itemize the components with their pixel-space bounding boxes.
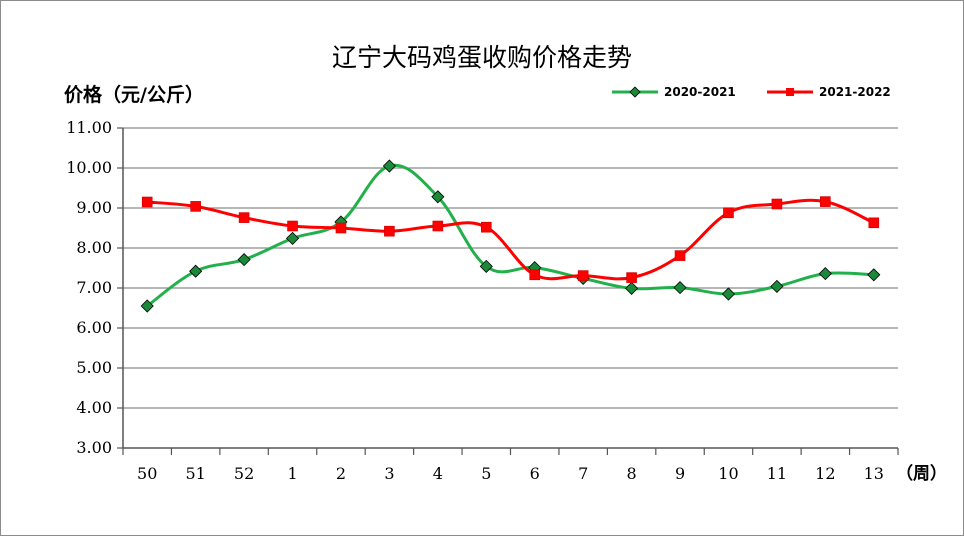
y-tick-label: 9.00	[76, 198, 112, 217]
data-point-series-1	[189, 264, 203, 278]
y-tick-label: 10.00	[66, 158, 112, 177]
data-point-series-2	[723, 207, 734, 219]
series-line-2	[147, 198, 875, 281]
x-tick-label: 8	[627, 464, 637, 483]
data-point-series-1	[382, 159, 396, 173]
data-point-series-2	[577, 270, 589, 281]
chart-title: 辽宁大码鸡蛋收购价格走势	[331, 43, 632, 72]
x-tick-label: 1	[287, 464, 297, 483]
x-tick-label: 7	[578, 464, 588, 483]
data-point-series-2	[868, 217, 880, 229]
data-point-series-2	[384, 225, 395, 237]
x-tick-label: 4	[433, 464, 443, 483]
data-point-series-1	[721, 287, 736, 301]
x-tick-label: 52	[234, 464, 254, 483]
x-tick-label: 10	[718, 464, 738, 483]
data-point-series-1	[673, 281, 687, 295]
data-point-series-1	[140, 299, 154, 313]
y-tick-label: 3.00	[76, 438, 112, 457]
x-tick-label: 9	[675, 464, 685, 483]
y-tick-label: 11.00	[66, 118, 112, 137]
y-tick-label: 7.00	[76, 278, 112, 297]
legend-label-series-1: 2020-2021	[664, 85, 736, 99]
data-point-series-2	[238, 212, 250, 223]
x-tick-label: 50	[137, 464, 157, 483]
series-line-1	[146, 163, 874, 308]
x-axis-unit-label: （周）	[896, 464, 947, 484]
y-tick-label: 5.00	[76, 358, 112, 377]
x-tick-label: 12	[815, 464, 835, 483]
data-point-series-1	[237, 253, 251, 267]
data-point-series-2	[480, 221, 492, 233]
data-point-series-2	[674, 250, 686, 261]
x-tick-label: 5	[481, 464, 491, 483]
data-point-series-2	[432, 220, 444, 232]
data-point-series-1	[867, 268, 881, 282]
data-point-series-2	[771, 198, 783, 210]
data-point-series-1	[625, 281, 639, 295]
data-point-series-1	[479, 259, 493, 273]
data-point-series-2	[529, 269, 541, 281]
data-point-series-1	[770, 279, 784, 293]
y-tick-label: 4.00	[76, 398, 112, 417]
legend-swatch-series-1	[612, 86, 658, 98]
data-point-series-2	[820, 196, 831, 207]
x-tick-label: 3	[384, 464, 394, 483]
legend-label-series-2: 2021-2022	[819, 85, 891, 99]
x-tick-label: 13	[864, 464, 884, 483]
y-tick-label: 8.00	[76, 238, 112, 257]
data-point-series-2	[287, 220, 298, 232]
y-axis-label: 价格（元/公斤）	[64, 84, 204, 106]
data-point-series-1	[818, 267, 832, 281]
x-tick-label: 6	[530, 464, 540, 483]
x-tick-label: 11	[767, 464, 787, 483]
legend-swatch-series-2	[767, 88, 813, 96]
data-point-series-2	[141, 196, 153, 208]
data-point-series-1	[285, 231, 300, 245]
data-point-series-2	[335, 222, 347, 234]
y-tick-label: 6.00	[76, 318, 112, 337]
x-tick-label: 51	[185, 464, 205, 483]
x-tick-label: 2	[336, 464, 346, 483]
data-point-series-1	[431, 190, 445, 204]
data-point-series-2	[190, 201, 201, 212]
data-point-series-2	[626, 272, 637, 283]
